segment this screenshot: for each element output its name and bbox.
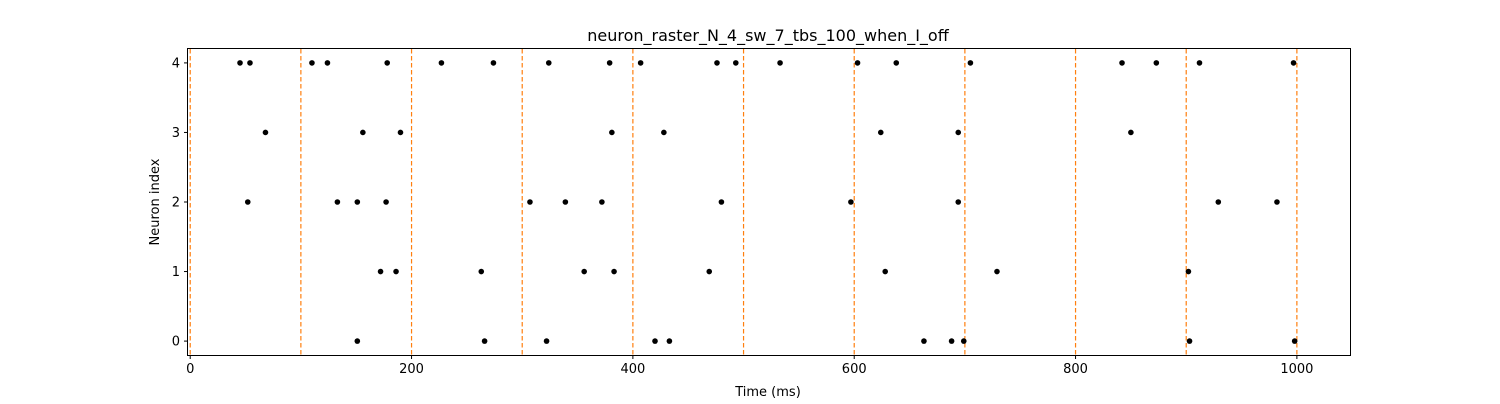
spike-point (309, 60, 315, 66)
spike-point (877, 129, 884, 136)
spike-point (543, 338, 550, 344)
spike-point (1291, 338, 1298, 344)
spike-point (848, 199, 854, 205)
spike-points (237, 60, 1298, 344)
spike-point (948, 338, 955, 344)
spike-point (666, 338, 673, 344)
spike-point (1186, 338, 1193, 344)
spike-point (262, 129, 269, 136)
spike-point (383, 199, 389, 205)
spike-point (706, 268, 713, 275)
y-tick-label: 3 (172, 126, 180, 141)
spike-point (882, 268, 888, 275)
x-axis-ticks: 0 200 400 600 800 1000 (186, 355, 1313, 377)
spike-point (955, 199, 962, 205)
y-tick-label: 1 (172, 265, 180, 280)
spike-point (921, 338, 927, 344)
y-axis-ticks: 0 1 2 3 4 (172, 56, 188, 350)
x-tick-label: 600 (842, 362, 867, 377)
spike-point (478, 268, 485, 275)
spike-point (247, 60, 253, 66)
spike-point (637, 60, 644, 66)
spike-point (652, 338, 658, 344)
spike-point (960, 338, 967, 344)
spike-point (377, 268, 384, 275)
spike-point (893, 60, 900, 66)
spike-point (360, 129, 366, 136)
stimulus-lines (189, 49, 1298, 355)
x-tick-label: 400 (620, 362, 645, 377)
spike-point (994, 268, 1000, 275)
spike-point (606, 60, 613, 66)
spike-point (955, 129, 962, 136)
spike-point (324, 60, 331, 66)
spike-point (527, 199, 533, 205)
spike-point (1215, 199, 1222, 205)
spike-point (397, 129, 404, 136)
spike-point (354, 338, 361, 344)
spike-point (1290, 60, 1297, 66)
x-tick-label: 800 (1063, 362, 1088, 377)
x-axis-label: Time (ms) (734, 385, 801, 400)
spike-point (244, 199, 251, 205)
spike-point (545, 60, 552, 66)
y-tick-label: 4 (172, 56, 180, 71)
chart-title: neuron_raster_N_4_sw_7_tbs_100_when_I_of… (587, 26, 949, 46)
spike-point (733, 60, 739, 66)
plot-frame (187, 48, 1351, 356)
x-tick-label: 0 (186, 362, 194, 377)
spike-point (609, 129, 615, 136)
spike-point (1153, 60, 1160, 66)
spike-point (481, 338, 488, 344)
spike-point (438, 60, 445, 66)
spike-point (1274, 199, 1280, 205)
y-tick-label: 0 (172, 335, 180, 350)
spike-point (1185, 268, 1192, 275)
spike-point (967, 60, 974, 66)
spike-point (581, 268, 587, 275)
spike-point (354, 199, 361, 205)
y-tick-label: 2 (172, 196, 180, 211)
x-tick-label: 1000 (1280, 362, 1313, 377)
spike-point (490, 60, 497, 66)
spike-point (237, 60, 243, 66)
y-axis-label: Neuron index (148, 158, 163, 245)
spike-point (661, 129, 667, 136)
spike-point (393, 268, 399, 275)
spike-point (714, 60, 720, 66)
spike-point (562, 199, 569, 205)
spike-point (718, 199, 725, 205)
x-tick-label: 200 (399, 362, 424, 377)
spike-point (1119, 60, 1125, 66)
spike-point (611, 268, 617, 275)
spike-point (334, 199, 341, 205)
spike-point (1196, 60, 1203, 66)
spike-point (777, 60, 783, 66)
spike-point (854, 60, 861, 66)
spike-point (599, 199, 605, 205)
spike-point (384, 60, 391, 66)
spike-point (1128, 129, 1134, 136)
